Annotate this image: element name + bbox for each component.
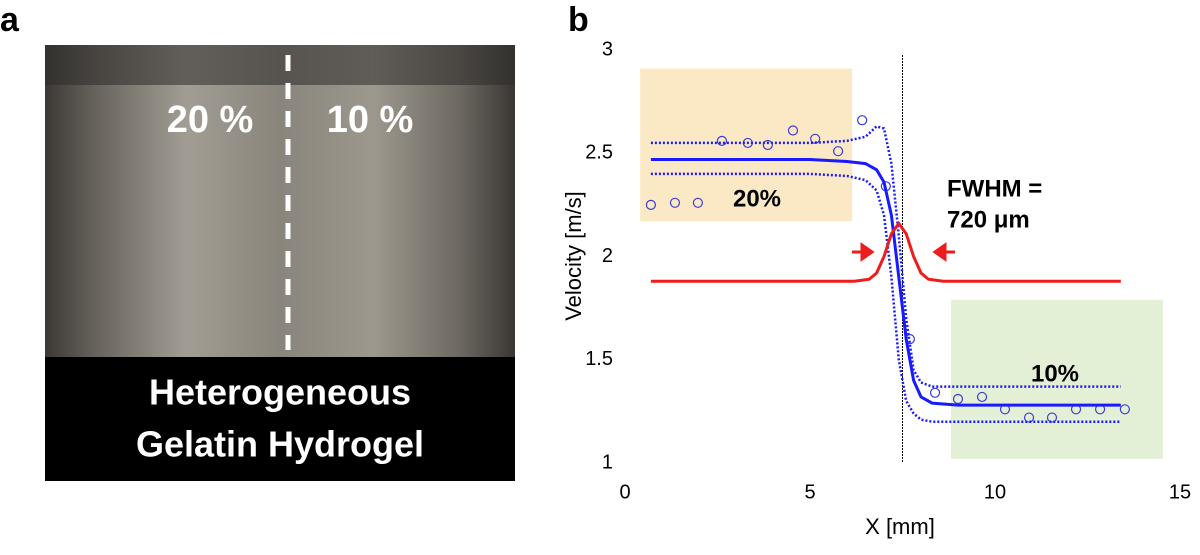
photo-shade: [45, 45, 515, 85]
panel-label: b: [568, 1, 589, 39]
x-tick-label: 0: [619, 481, 630, 503]
plot: 0 5 10 15 1 1.5 2 2.5 3 20% 10% FWHM = 720 μm: [585, 38, 1191, 503]
annotation: 720 μm: [947, 206, 1030, 233]
caption-band: [45, 357, 515, 481]
region: [950, 299, 1163, 459]
data-point: [929, 387, 941, 398]
data-point: [1023, 412, 1035, 423]
y-tick-label: 2.5: [585, 142, 613, 164]
confidence-line: [650, 172, 1121, 423]
x-tick-label: 5: [804, 481, 815, 503]
y-tick-label: 2: [602, 245, 613, 267]
x-axis-label: X [mm]: [865, 514, 935, 539]
panel-label: a: [0, 1, 20, 39]
region: [640, 68, 853, 222]
caption: Heterogeneous: [149, 372, 411, 413]
data-point: [857, 115, 868, 126]
annotation: FWHM =: [947, 175, 1042, 202]
x-tick-label: 10: [984, 481, 1006, 503]
x-tick-label: 15: [1169, 481, 1191, 503]
y-axis-label: Velocity [m/s]: [561, 191, 586, 321]
fit-line: [650, 157, 1121, 407]
data-point: [716, 135, 728, 146]
caption: Gelatin Hydrogel: [136, 424, 424, 465]
data-point: [669, 197, 681, 208]
data-point: [976, 391, 988, 403]
y-tick-label: 1: [602, 451, 613, 473]
data-point: [1046, 412, 1058, 423]
region-label: 20%: [733, 185, 781, 212]
photo-label: 20 %: [167, 99, 254, 141]
data-point: [692, 197, 703, 208]
photo-label: 10 %: [327, 99, 414, 141]
confidence-line: [650, 125, 1121, 388]
y-tick-label: 3: [602, 38, 613, 60]
data-point: [645, 199, 657, 210]
arrow: [852, 242, 875, 262]
fit-line: [650, 220, 1121, 283]
y-tick-label: 1.5: [585, 348, 613, 370]
photo: [45, 45, 515, 357]
region-label: 10%: [1031, 360, 1079, 387]
data-point: [1119, 404, 1130, 415]
arrow: [932, 242, 955, 262]
data-point: [833, 146, 844, 157]
data-point: [787, 125, 799, 136]
data-point: [762, 139, 773, 151]
data-point: [952, 393, 964, 405]
